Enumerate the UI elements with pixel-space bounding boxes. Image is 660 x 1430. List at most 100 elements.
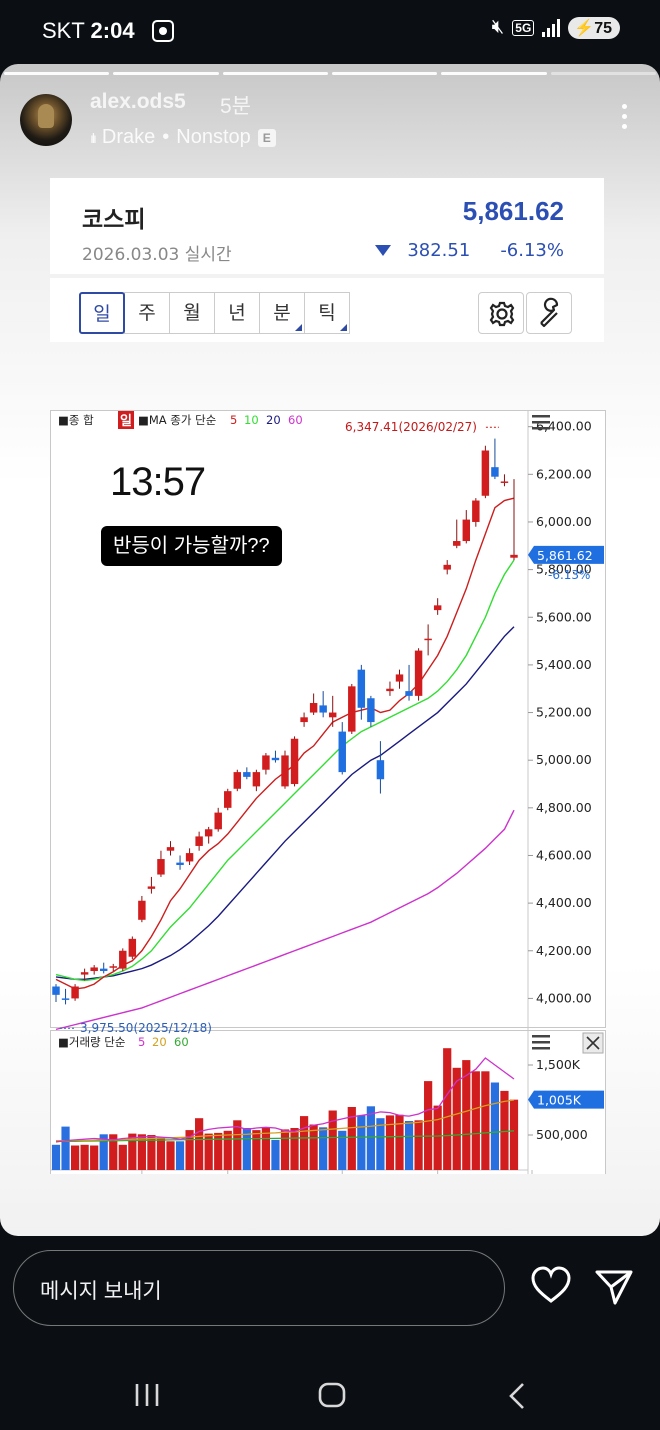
candle [290,738,299,785]
y-tick-label: 4,800.00 [536,800,592,815]
candle [433,605,442,611]
settings-button[interactable] [478,292,524,334]
current-volume-tag [528,1090,604,1109]
ma-legend-period: 10 [244,413,259,427]
story-overlay-caption[interactable]: 반등이 가능할까?? [101,526,282,566]
candle [338,731,346,773]
candle [224,791,232,808]
tab-month[interactable]: 월 [169,292,215,334]
more-options-icon[interactable] [622,104,628,134]
network-type-icon: 5G [512,19,535,36]
close-x [586,1036,600,1050]
candle [195,836,203,846]
quote-date: 2026.03.03 실시간 [82,240,232,265]
volume-ma-legend-period: 5 [138,1035,145,1049]
period-badge-bg [118,411,134,429]
back-icon[interactable] [506,1382,528,1414]
candle [185,853,194,862]
home-icon[interactable] [318,1382,346,1412]
volume-bar [252,1130,261,1170]
candle [405,691,413,696]
battery-level: 75 [594,19,612,37]
story-viewer[interactable]: alex.ods5 5 분 ılı Drake • Nonstop E 코스피 2… [0,64,660,1236]
progress-segment [441,72,547,75]
candle [271,757,280,761]
candle [99,968,108,972]
tab-day[interactable]: 일 [79,292,125,334]
max-price-label: 6,347.41(2026/02/27) [345,420,477,434]
candle [510,554,518,558]
volume_ma60-line [56,1130,515,1142]
menu-line [532,415,550,418]
y-tick-label: 5,600.00 [536,609,592,624]
volume-bar [195,1118,204,1170]
volume_ma20-line [56,1099,515,1142]
price-panel-frame [50,410,606,1028]
volume-ma-legend-period: 20 [152,1035,167,1049]
candle [71,986,79,999]
progress-segment [113,72,219,75]
story-progress [4,72,656,75]
candle [204,829,213,837]
candle [52,986,60,995]
avatar[interactable] [20,94,72,146]
candle [481,450,490,496]
volume-bar [443,1048,452,1170]
tools-button[interactable] [526,292,572,334]
send-icon[interactable] [594,1268,634,1310]
volume-bar [223,1130,232,1170]
stock-chart[interactable]: 4,000.00 4,200.00 4,400.00 4,600.00 4,800.00… [50,344,606,1174]
candle [424,638,432,641]
tab-year[interactable]: 년 [214,292,260,334]
music-bars-icon: ılı [90,129,97,146]
volume-bar [109,1134,118,1170]
status-icons: 🔇︎ 5G ⚡75 [492,16,620,39]
tab-tick-label: 틱 [318,302,336,324]
progress-segment [4,72,110,75]
volume-bar [261,1128,271,1170]
candle [376,760,385,780]
volume-tick-label: 1,500K [536,1057,581,1072]
story-username[interactable]: alex.ods5 [90,90,186,113]
y-tick-label: 4,400.00 [536,895,592,910]
heart-icon[interactable] [530,1266,572,1308]
candle [109,966,117,968]
tab-minute[interactable]: 분 [259,292,305,334]
story-overlay-time[interactable]: 13:57 [110,460,206,504]
tab-tick[interactable]: 틱 [304,292,350,334]
index-name: 코스피 [82,207,146,233]
candle [262,755,270,770]
message-input[interactable]: 메시지 보내기 [13,1250,505,1326]
panel-menu-icon [532,415,550,430]
candle [166,847,175,851]
menu-line [532,1047,550,1050]
y-tick-label: 5,800.00 [536,562,592,577]
volume-ma-legend-period: 60 [174,1035,189,1049]
candle [472,500,480,522]
candle [243,772,251,777]
tab-week[interactable]: 주 [124,292,170,334]
volume-bar [414,1120,423,1170]
volume-legend-label: ■거래량 단순 [58,1035,125,1049]
ma-legend-label: ■MA 종가 단순 [138,413,216,427]
music-attribution[interactable]: ılı Drake • Nonstop E [90,126,276,149]
progress-segment [222,72,328,75]
status-carrier: SKT 2:04 [42,18,135,44]
ma-legend-period: 60 [288,413,303,427]
volume-bar [299,1116,309,1170]
down-triangle-icon [375,245,392,256]
submenu-corner-icon [340,324,347,331]
menu-line [532,1035,550,1038]
volume-bar [280,1129,290,1170]
candle [462,519,471,542]
candle [386,688,394,692]
candle [80,972,89,975]
candle [357,669,366,708]
y-tick-label: 5,000.00 [536,752,592,767]
volume-tick-label: 500,000 [536,1127,588,1142]
recents-icon[interactable] [134,1382,160,1412]
volume-bar [271,1139,280,1170]
price-legend-label: ■종 합 [58,413,94,427]
current-pct-label: -6.13% [548,568,590,582]
y-tick-label: 6,000.00 [536,514,592,529]
